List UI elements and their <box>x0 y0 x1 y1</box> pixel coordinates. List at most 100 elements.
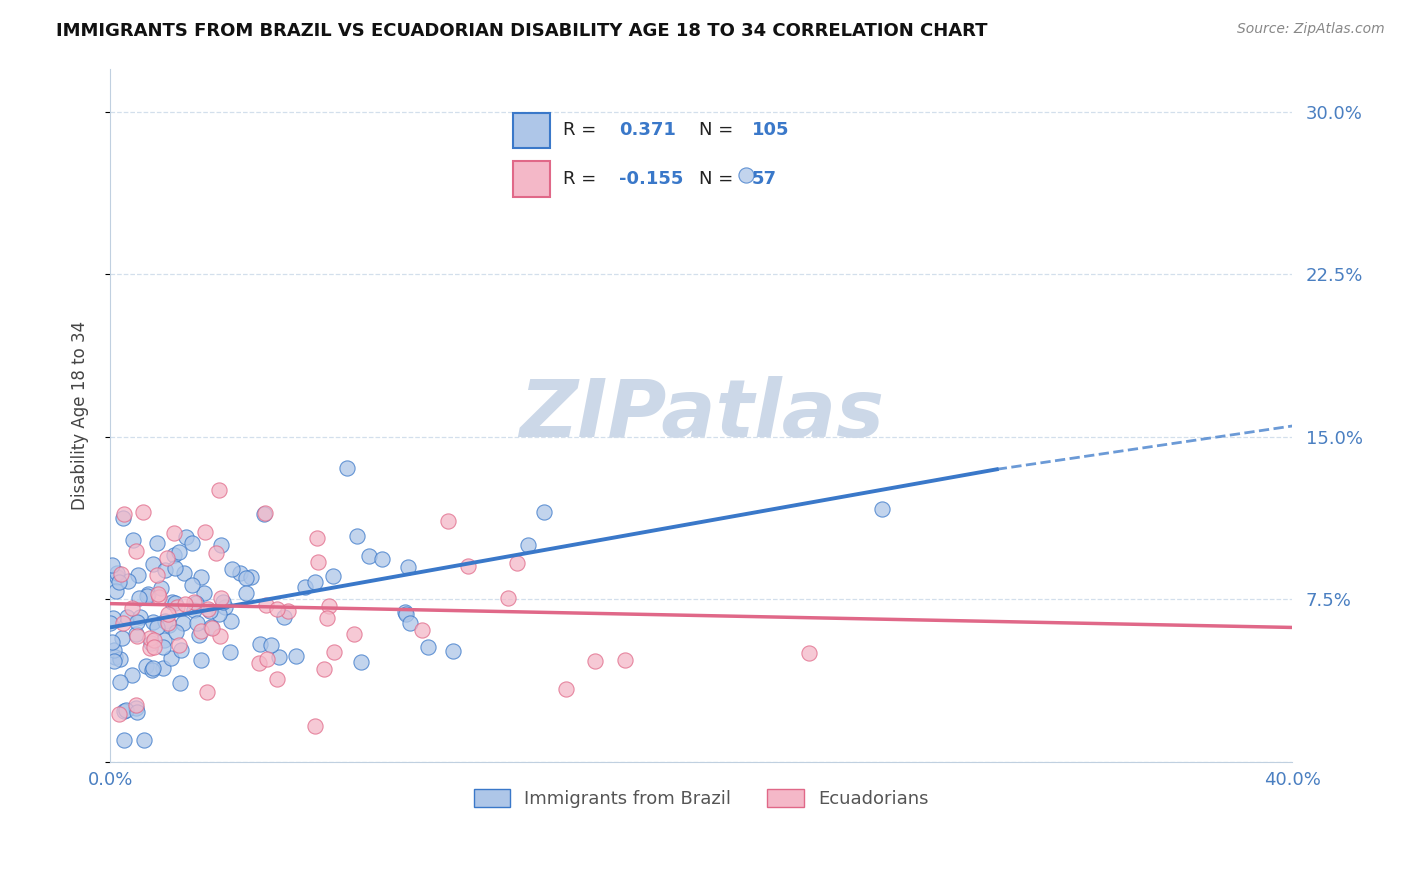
Point <box>396 559 419 574</box>
Point <box>212 595 235 609</box>
Point <box>125 706 148 720</box>
Point <box>117 574 139 589</box>
Point <box>112 733 135 747</box>
Point <box>235 586 257 600</box>
Point <box>108 651 131 665</box>
Point <box>197 601 219 615</box>
Point <box>141 663 163 677</box>
Point <box>201 621 224 635</box>
Point <box>146 620 169 634</box>
Point <box>152 660 174 674</box>
Point <box>496 591 519 606</box>
Point <box>239 570 262 584</box>
Point <box>125 627 148 641</box>
Point <box>411 623 433 637</box>
Point <box>136 586 159 600</box>
Legend: Immigrants from Brazil, Ecuadorians: Immigrants from Brazil, Ecuadorians <box>467 781 936 815</box>
Point <box>350 655 373 669</box>
Point <box>163 596 186 610</box>
Point <box>174 530 197 544</box>
Point <box>613 653 636 667</box>
Point <box>157 607 180 622</box>
Point <box>157 618 180 632</box>
Point <box>142 615 165 629</box>
Point <box>734 168 756 182</box>
Point <box>305 531 328 545</box>
Point <box>314 663 336 677</box>
Point <box>254 598 277 612</box>
Text: IMMIGRANTS FROM BRAZIL VS ECUADORIAN DISABILITY AGE 18 TO 34 CORRELATION CHART: IMMIGRANTS FROM BRAZIL VS ECUADORIAN DIS… <box>56 22 988 40</box>
Point <box>194 525 217 540</box>
Point <box>336 461 359 475</box>
Point <box>152 640 174 654</box>
Point <box>105 569 128 583</box>
Point <box>195 684 218 698</box>
Point <box>173 566 195 581</box>
Point <box>155 551 177 566</box>
Point <box>127 629 149 643</box>
Point <box>146 568 169 582</box>
Point <box>190 570 212 584</box>
Point <box>146 536 169 550</box>
Point <box>124 698 146 713</box>
Point <box>111 615 134 630</box>
Point <box>174 598 197 612</box>
Point <box>104 583 127 598</box>
Point <box>209 629 232 643</box>
Point <box>253 506 276 520</box>
Point <box>103 654 125 668</box>
Point <box>872 502 894 516</box>
Point <box>160 595 183 609</box>
Point <box>115 703 138 717</box>
Point <box>256 651 278 665</box>
Point <box>98 615 121 630</box>
Point <box>108 575 131 590</box>
Point <box>121 601 143 615</box>
Point <box>100 635 122 649</box>
Point <box>150 582 173 596</box>
Point <box>418 640 440 654</box>
Point <box>163 526 186 541</box>
Point <box>143 633 166 648</box>
Point <box>152 633 174 648</box>
Point <box>165 625 187 640</box>
Point <box>163 561 186 575</box>
Point <box>146 586 169 600</box>
Point <box>284 648 307 663</box>
Point <box>101 558 124 573</box>
Point <box>127 568 149 582</box>
Point <box>128 591 150 605</box>
Point <box>142 640 165 654</box>
Point <box>394 605 416 619</box>
Point <box>108 706 131 721</box>
Point <box>125 543 148 558</box>
Point <box>170 643 193 657</box>
Point <box>111 632 134 646</box>
Point <box>797 646 820 660</box>
Point <box>155 614 177 628</box>
Point <box>121 668 143 682</box>
Point <box>135 659 157 673</box>
Point <box>266 602 288 616</box>
Point <box>112 704 135 718</box>
Point <box>104 649 127 664</box>
Point <box>322 568 344 582</box>
Point <box>180 578 202 592</box>
Point <box>190 624 212 639</box>
Point <box>132 505 155 519</box>
Point <box>208 607 231 622</box>
Point <box>205 546 228 560</box>
Point <box>253 507 276 521</box>
Point <box>112 510 135 524</box>
Point <box>186 616 208 631</box>
Point <box>198 605 221 619</box>
Point <box>208 483 231 497</box>
Point <box>273 610 295 624</box>
Point <box>315 611 337 625</box>
Point <box>183 603 205 617</box>
Point <box>517 538 540 552</box>
Point <box>180 536 202 550</box>
Point <box>193 586 215 600</box>
Point <box>169 675 191 690</box>
Point <box>125 701 148 715</box>
